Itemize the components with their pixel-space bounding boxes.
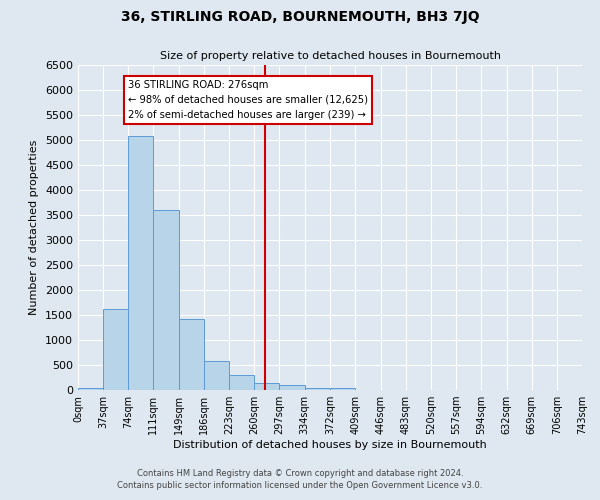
Title: Size of property relative to detached houses in Bournemouth: Size of property relative to detached ho… [160, 52, 500, 62]
Bar [305, 388, 331, 390]
Bar [254, 382, 280, 390]
Text: 36 STIRLING ROAD: 276sqm
← 98% of detached houses are smaller (12,625)
2% of sem: 36 STIRLING ROAD: 276sqm ← 98% of detach… [128, 80, 368, 120]
Bar [153, 210, 179, 390]
Bar [103, 308, 128, 390]
Bar [229, 375, 254, 390]
Bar [204, 361, 229, 390]
Text: 36, STIRLING ROAD, BOURNEMOUTH, BH3 7JQ: 36, STIRLING ROAD, BOURNEMOUTH, BH3 7JQ [121, 10, 479, 24]
Bar [179, 319, 204, 390]
Bar [280, 385, 305, 390]
Y-axis label: Number of detached properties: Number of detached properties [29, 140, 40, 315]
Bar [331, 388, 355, 390]
Text: Contains HM Land Registry data © Crown copyright and database right 2024.
Contai: Contains HM Land Registry data © Crown c… [118, 468, 482, 490]
Bar [128, 136, 153, 390]
X-axis label: Distribution of detached houses by size in Bournemouth: Distribution of detached houses by size … [173, 440, 487, 450]
Bar [78, 388, 103, 390]
